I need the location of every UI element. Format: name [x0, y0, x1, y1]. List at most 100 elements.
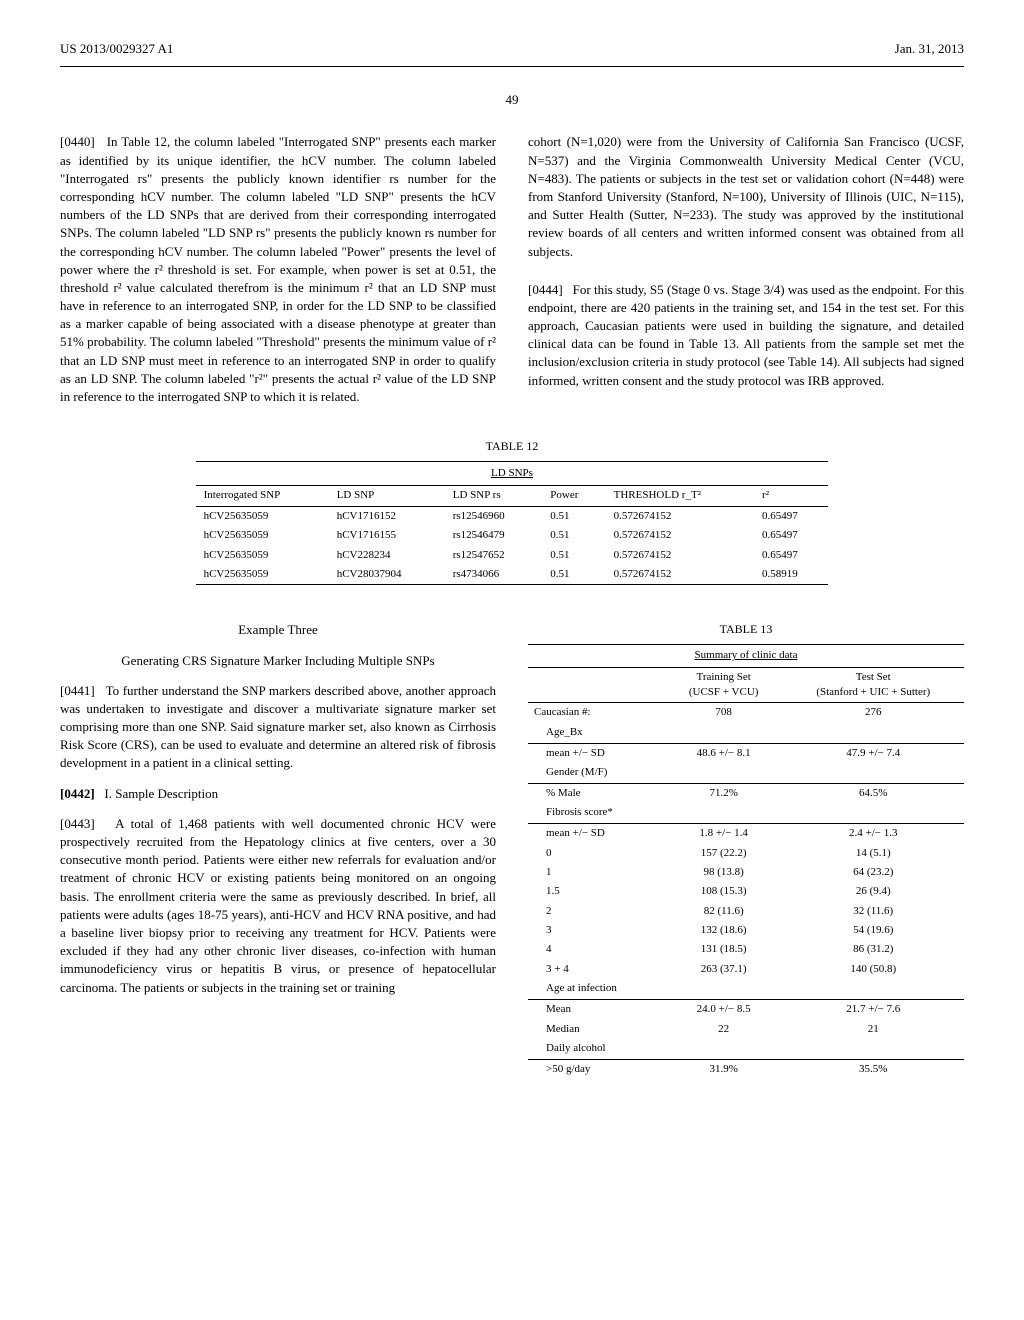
table-cell: hCV1716152 — [329, 506, 445, 526]
table-cell: 64 (23.2) — [782, 863, 964, 882]
table-row: 282 (11.6)32 (11.6) — [528, 902, 964, 921]
table-row: % Male71.2%64.5% — [528, 783, 964, 803]
table-cell: 21.7 +/− 7.6 — [782, 1000, 964, 1020]
table-cell: hCV25635059 — [196, 565, 329, 585]
table-cell — [782, 763, 964, 782]
t12-h4: THRESHOLD r_T² — [606, 486, 754, 506]
table-cell: 0.51 — [542, 546, 605, 565]
table-cell: 32 (11.6) — [782, 902, 964, 921]
table-cell — [665, 1039, 783, 1058]
table-13-caption: Summary of clinic data — [695, 649, 798, 661]
para-continuation: cohort (N=1,020) were from the Universit… — [528, 133, 964, 260]
table-cell: 24.0 +/− 8.5 — [665, 1000, 783, 1020]
table-cell: 54 (19.6) — [782, 921, 964, 940]
header-right: Jan. 31, 2013 — [895, 40, 964, 58]
right-column-lower: TABLE 13 Summary of clinic data Training… — [528, 605, 964, 1095]
table-cell — [665, 979, 783, 998]
table-cell: 82 (11.6) — [665, 902, 783, 921]
para-text-0440: In Table 12, the column labeled "Interro… — [60, 134, 496, 404]
table-cell: 86 (31.2) — [782, 940, 964, 959]
table-cell: 276 — [782, 703, 964, 723]
header-left: US 2013/0029327 A1 — [60, 40, 173, 58]
table-cell: mean +/− SD — [528, 824, 665, 844]
table-row: Gender (M/F) — [528, 763, 964, 782]
table-13-container: TABLE 13 Summary of clinic data Training… — [528, 621, 964, 1079]
table-cell: 98 (13.8) — [665, 863, 783, 882]
table-cell: % Male — [528, 783, 665, 803]
table-cell: 26 (9.4) — [782, 882, 964, 901]
table-cell: Median — [528, 1020, 665, 1039]
t12-h1: LD SNP — [329, 486, 445, 506]
table-cell: hCV25635059 — [196, 546, 329, 565]
table-cell: 64.5% — [782, 783, 964, 803]
table-cell: 2.4 +/− 1.3 — [782, 824, 964, 844]
table-row: Mean24.0 +/− 8.521.7 +/− 7.6 — [528, 1000, 964, 1020]
upper-two-column: [0440] In Table 12, the column labeled "… — [60, 133, 964, 418]
table-cell: 0.572674152 — [606, 506, 754, 526]
table-cell: 35.5% — [782, 1059, 964, 1079]
left-column-lower: Example Three Generating CRS Signature M… — [60, 605, 496, 1095]
table-cell: Age at infection — [528, 979, 665, 998]
table-cell — [782, 723, 964, 742]
table-cell: 1.8 +/− 1.4 — [665, 824, 783, 844]
table-row: hCV25635059hCV1716152rs125469600.510.572… — [196, 506, 829, 526]
para-label-0441: [0441] — [60, 683, 95, 698]
table-cell — [665, 763, 783, 782]
table-cell: 71.2% — [665, 783, 783, 803]
left-column: [0440] In Table 12, the column labeled "… — [60, 133, 496, 418]
para-text-0443: A total of 1,468 patients with well docu… — [60, 816, 496, 995]
table-cell: 1.5 — [528, 882, 665, 901]
para-label-0440: [0440] — [60, 134, 95, 149]
table-row: Median2221 — [528, 1020, 964, 1039]
table-cell: Mean — [528, 1000, 665, 1020]
table-cell: 0.51 — [542, 506, 605, 526]
table-cell: 0.65497 — [754, 506, 828, 526]
t12-h5: r² — [754, 486, 828, 506]
table-cell — [665, 803, 783, 822]
table-row: 4131 (18.5)86 (31.2) — [528, 940, 964, 959]
table-row: mean +/− SD1.8 +/− 1.42.4 +/− 1.3 — [528, 824, 964, 844]
table-12-caption: LD SNPs — [491, 467, 533, 479]
table-cell: hCV1716155 — [329, 526, 445, 545]
table-12-label: TABLE 12 — [196, 438, 829, 455]
table-12-container: TABLE 12 LD SNPs Interrogated SNP LD SNP… — [196, 438, 829, 585]
table-cell: 0.58919 — [754, 565, 828, 585]
example-three-title: Example Three — [60, 621, 496, 639]
table-cell: rs4734066 — [445, 565, 543, 585]
table-cell: 3 + 4 — [528, 960, 665, 979]
table-cell: 1 — [528, 863, 665, 882]
table-cell: 48.6 +/− 8.1 — [665, 743, 783, 763]
table-cell — [782, 1039, 964, 1058]
para-text-0442: I. Sample Description — [104, 786, 218, 801]
table-cell: 0.572674152 — [606, 526, 754, 545]
table-13-label: TABLE 13 — [528, 621, 964, 638]
t13-h0 — [528, 667, 665, 703]
table-cell: 0.572674152 — [606, 565, 754, 585]
t13-h2: Test Set(Stanford + UIC + Sutter) — [782, 667, 964, 703]
t12-h3: Power — [542, 486, 605, 506]
paragraph-0444: [0444] For this study, S5 (Stage 0 vs. S… — [528, 281, 964, 390]
table-cell: Caucasian #: — [528, 703, 665, 723]
table-12: LD SNPs Interrogated SNP LD SNP LD SNP r… — [196, 461, 829, 585]
table-cell: hCV25635059 — [196, 506, 329, 526]
table-cell: rs12547652 — [445, 546, 543, 565]
table-cell: 131 (18.5) — [665, 940, 783, 959]
para-label-0444: [0444] — [528, 282, 563, 297]
table-cell: mean +/− SD — [528, 743, 665, 763]
t12-h2: LD SNP rs — [445, 486, 543, 506]
table-cell: 132 (18.6) — [665, 921, 783, 940]
lower-two-column: Example Three Generating CRS Signature M… — [60, 605, 964, 1095]
table-cell: 0.65497 — [754, 546, 828, 565]
table-cell: 31.9% — [665, 1059, 783, 1079]
paragraph-0443: [0443] A total of 1,468 patients with we… — [60, 815, 496, 997]
header-divider — [60, 66, 964, 67]
table-cell: 157 (22.2) — [665, 844, 783, 863]
table-row: Daily alcohol — [528, 1039, 964, 1058]
table-row: Fibrosis score* — [528, 803, 964, 822]
table-cell: Gender (M/F) — [528, 763, 665, 782]
paragraph-0442: [0442] I. Sample Description — [60, 785, 496, 803]
table-cell: Daily alcohol — [528, 1039, 665, 1058]
para-label-0443: [0443] — [60, 816, 95, 831]
table-cell: Fibrosis score* — [528, 803, 665, 822]
table-row: Caucasian #:708276 — [528, 703, 964, 723]
